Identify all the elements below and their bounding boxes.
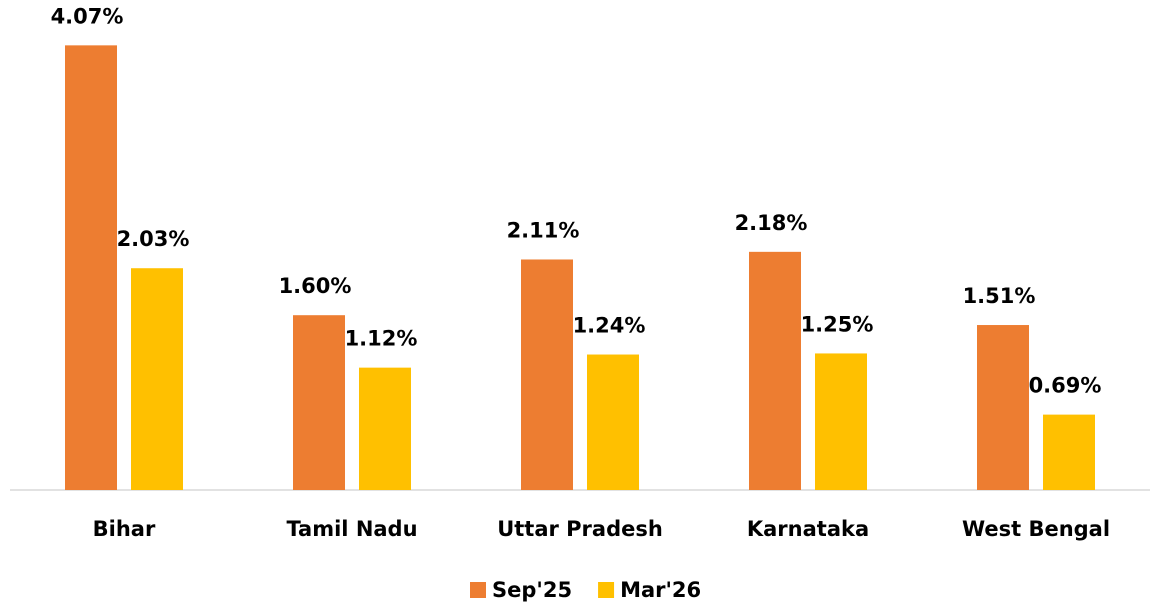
x-tick-label: Bihar [93,517,156,541]
value-label: 4.07% [51,4,124,28]
x-tick-label: Karnataka [747,517,869,541]
bar [131,268,183,490]
value-label: 1.12% [345,327,418,351]
value-label: 1.51% [963,284,1036,308]
bar [359,367,411,490]
x-tick-label: Tamil Nadu [286,517,417,541]
value-label: 2.18% [735,211,808,235]
x-tick-label: Uttar Pradesh [497,517,663,541]
value-label: 1.24% [573,314,646,338]
bar [815,353,867,490]
bar [1043,414,1095,490]
value-label: 2.11% [507,218,580,242]
bar [293,315,345,490]
value-label: 1.60% [279,274,352,298]
legend-label: Mar'26 [620,578,701,602]
x-tick-label: West Bengal [962,517,1110,541]
bar [977,325,1029,490]
legend-swatch [598,582,615,598]
bar [587,354,639,490]
value-label: 0.69% [1029,374,1102,398]
value-label: 1.25% [801,312,874,336]
bar [749,251,801,490]
bar [521,259,573,490]
legend-swatch [470,582,486,598]
value-label: 2.03% [117,227,190,251]
legend-label: Sep'25 [492,578,572,602]
bar [65,45,117,490]
